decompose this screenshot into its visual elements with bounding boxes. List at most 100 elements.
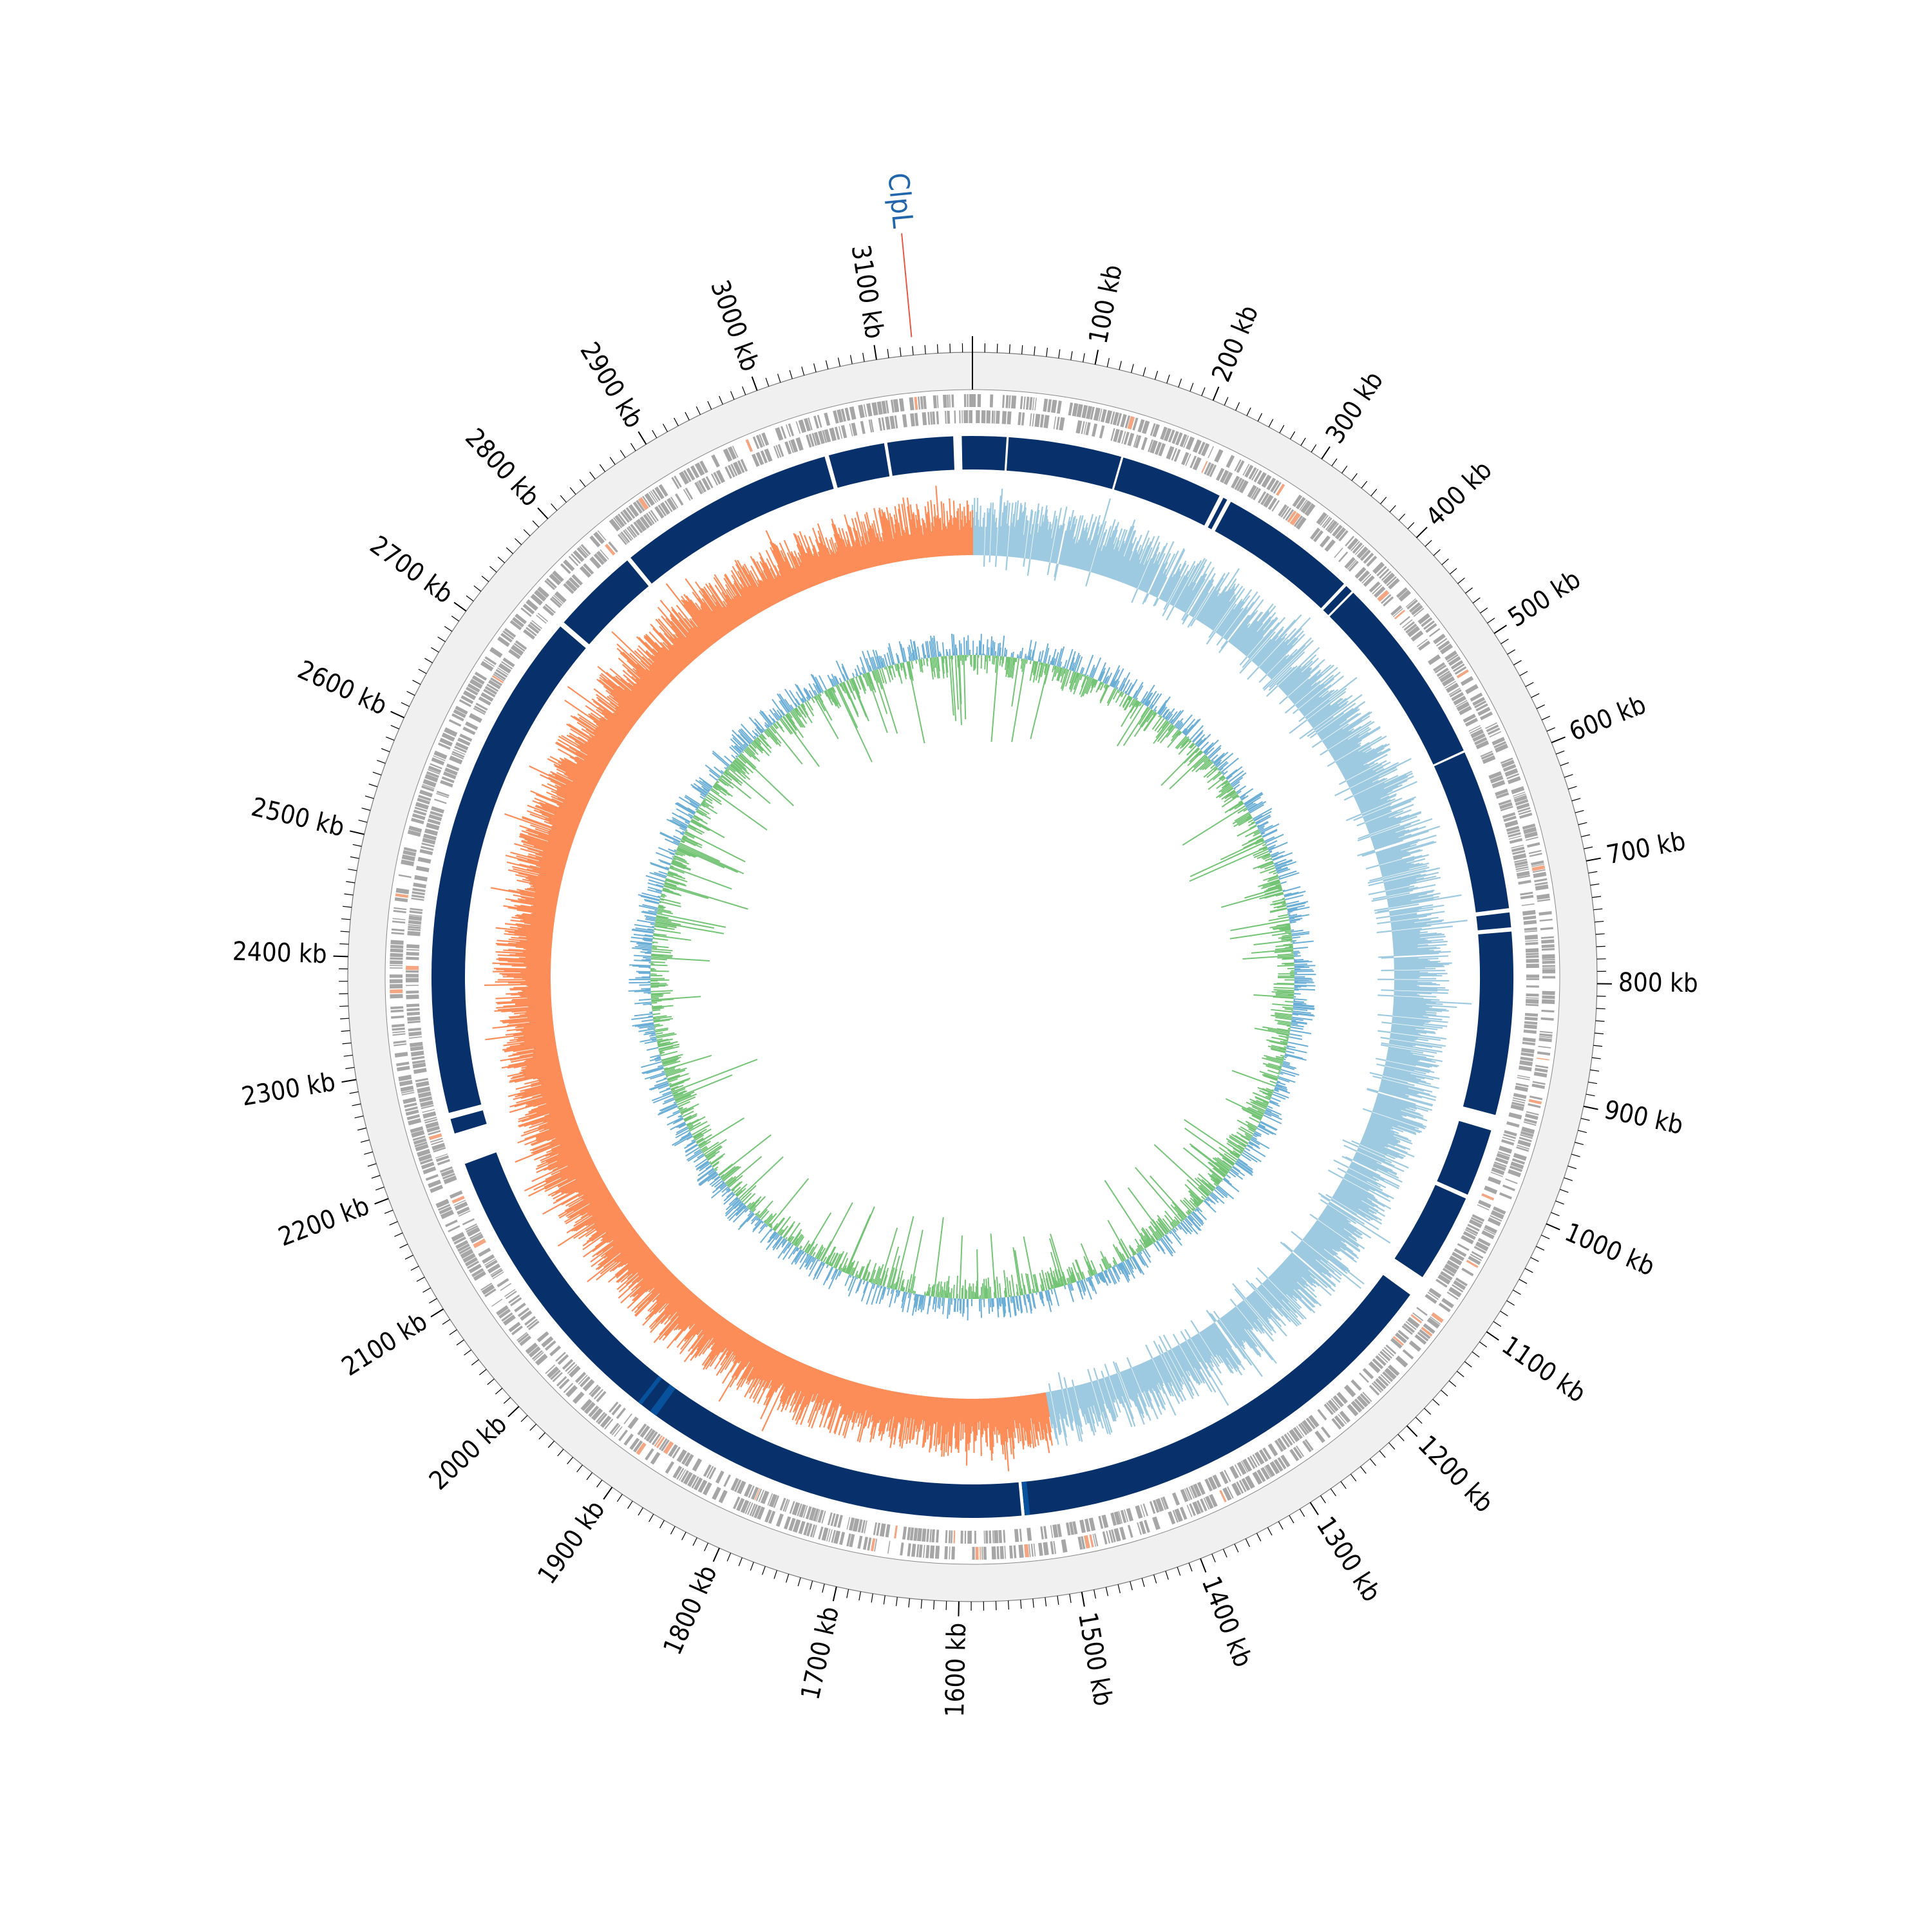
gc-skew-bar	[1392, 1021, 1443, 1029]
gc-skew-bar	[1210, 601, 1231, 630]
minor-tick	[813, 363, 817, 373]
cds-feature	[393, 907, 407, 911]
gc-skew-bar	[1146, 1361, 1158, 1385]
gc-skew-bar	[1233, 627, 1249, 647]
gc-skew-bar	[1065, 1388, 1074, 1421]
gc-skew-bar	[1361, 850, 1376, 857]
gc-skew-bar	[1385, 1064, 1426, 1075]
cds-feature	[1392, 608, 1403, 618]
cds-feature	[487, 1263, 501, 1274]
cds-feature	[922, 1528, 927, 1542]
cds-feature	[549, 1345, 562, 1357]
gc-skew-bar	[1318, 1192, 1331, 1201]
cds-feature	[614, 1426, 623, 1437]
cds-feature	[433, 755, 446, 761]
cds-feature	[1348, 560, 1359, 572]
cds-feature	[963, 410, 969, 424]
gc-skew-bar	[1394, 952, 1439, 956]
gc-skew-bar	[1201, 1330, 1224, 1363]
cds-feature	[1531, 865, 1546, 871]
cds-feature	[830, 1513, 836, 1526]
cds-feature	[643, 514, 653, 527]
gc-skew-bar	[1336, 1189, 1378, 1215]
cds-feature	[498, 663, 511, 674]
gc-skew-bar	[1275, 1269, 1316, 1308]
cds-feature	[1277, 1457, 1287, 1470]
gc-skew-bar	[1034, 506, 1043, 560]
tick-label: 2600 kb	[293, 655, 392, 721]
cds-feature	[643, 1428, 653, 1440]
cds-feature	[894, 415, 898, 429]
gc-skew-bar	[1377, 841, 1437, 860]
gc-skew-bar	[1088, 498, 1112, 572]
cds-feature	[1140, 1504, 1146, 1517]
minor-tick	[1034, 346, 1036, 355]
gc-skew-bar	[1370, 819, 1421, 838]
minor-tick	[670, 1526, 676, 1535]
cds-feature	[536, 614, 547, 624]
cds-feature	[1524, 1016, 1538, 1021]
cds-feature	[705, 476, 714, 489]
cds-feature	[846, 1517, 851, 1530]
cds-feature	[1499, 802, 1513, 810]
cds-feature	[1437, 1274, 1451, 1285]
tick-label: 300 kb	[1320, 366, 1389, 449]
gc-skew-bar	[1370, 823, 1412, 839]
gc-skew-bar	[1146, 1360, 1162, 1390]
minor-tick	[1493, 1321, 1502, 1327]
gc-skew-bar	[1362, 805, 1391, 819]
minor-tick	[346, 881, 355, 884]
cds-feature	[824, 429, 831, 443]
cds-feature	[617, 513, 627, 525]
gc-skew-bar	[1392, 933, 1442, 939]
gc-skew-bar	[1242, 1300, 1273, 1336]
cds-feature	[402, 849, 417, 857]
cds-feature	[1362, 1368, 1374, 1379]
gc-skew-bar	[1266, 1278, 1307, 1320]
cds-feature	[1043, 398, 1048, 412]
gc-skew-bar	[1375, 1099, 1421, 1115]
cds-feature	[760, 450, 768, 464]
cds-feature	[1267, 497, 1278, 510]
minor-tick	[481, 575, 489, 582]
gc-skew-bar	[1340, 743, 1390, 772]
cds-feature	[849, 1533, 855, 1548]
gc-skew-bar	[1370, 1114, 1421, 1133]
gc-skew-bar	[1336, 735, 1387, 766]
gc-skew-bar	[1392, 933, 1444, 940]
cds-feature	[881, 417, 886, 431]
gc-skew-bar	[1154, 1357, 1175, 1397]
gc-skew-bar	[1232, 1308, 1273, 1361]
gc-skew-bar	[1148, 1359, 1166, 1394]
gc-skew-bar	[1299, 684, 1332, 712]
gc-skew-bar	[1343, 1144, 1358, 1152]
gc-skew-bar	[1030, 503, 1040, 560]
gc-skew-bar	[1106, 1376, 1116, 1400]
gc-skew-bar	[1065, 518, 1078, 566]
gc-skew-bar	[1393, 944, 1428, 949]
cds-feature	[1384, 1367, 1397, 1380]
gc-skew-bar	[1368, 890, 1386, 896]
gc-skew-bar	[1104, 549, 1115, 577]
gc-skew-bar	[1394, 965, 1444, 969]
gc-skew-bar	[1141, 1363, 1153, 1389]
minor-tick	[659, 1520, 665, 1529]
gc-skew-bar	[1394, 958, 1439, 961]
cds-feature	[646, 513, 655, 525]
cds-feature	[737, 460, 745, 473]
minor-tick	[348, 868, 357, 871]
cds-feature	[986, 410, 991, 424]
major-tick	[1486, 1331, 1499, 1341]
gc-skew-bar	[1074, 1386, 1081, 1409]
gc-skew-track	[484, 486, 1472, 1472]
gc-skew-bar	[1345, 1173, 1389, 1198]
gc-skew-bar	[1394, 992, 1417, 995]
cds-feature	[1517, 1075, 1531, 1079]
cds-feature	[1463, 714, 1476, 723]
gc-skew-bar	[1358, 833, 1370, 840]
gc-content-bar	[1117, 690, 1121, 694]
gc-skew-bar	[1258, 1286, 1291, 1323]
cds-feature	[550, 1369, 561, 1381]
gc-skew-bar	[1376, 1098, 1416, 1112]
minor-tick	[1449, 567, 1457, 574]
